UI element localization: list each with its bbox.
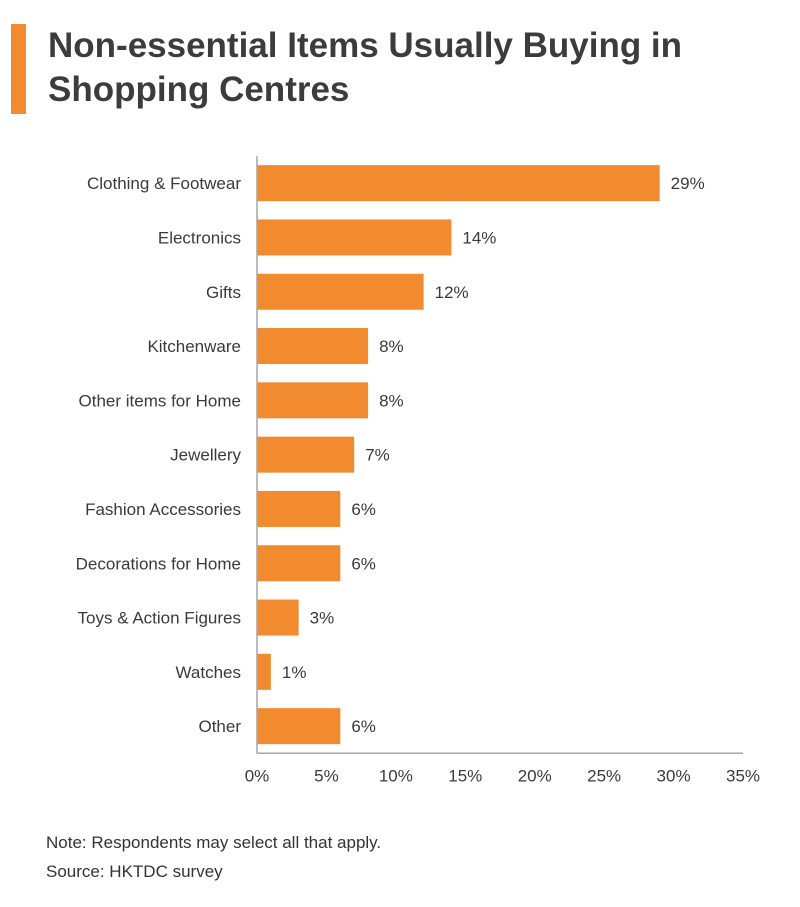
- x-tick-label: 5%: [314, 766, 339, 785]
- bar: [257, 219, 452, 256]
- x-tick-label: 15%: [448, 766, 482, 785]
- data-label: 7%: [365, 446, 390, 465]
- data-label: 1%: [282, 663, 307, 682]
- data-label: 8%: [379, 337, 404, 356]
- category-label: Clothing & Footwear: [87, 174, 241, 193]
- title-accent-bar: [11, 24, 26, 114]
- x-tick-label: 35%: [726, 766, 760, 785]
- bar: [257, 273, 424, 310]
- bar: [257, 599, 299, 636]
- category-label: Jewellery: [170, 446, 241, 465]
- x-tick-label: 25%: [587, 766, 621, 785]
- category-label: Other items for Home: [79, 391, 242, 410]
- data-label: 6%: [351, 717, 376, 736]
- bar: [257, 653, 271, 690]
- data-label: 29%: [671, 174, 705, 193]
- bar-chart: Clothing & Footwear 29% Electronics 14% Gift…: [76, 156, 760, 785]
- chart-title: Non-essential Items Usually Buying in Sh…: [48, 26, 683, 109]
- data-label: 6%: [351, 554, 376, 573]
- data-label: 6%: [351, 500, 376, 519]
- bar: [257, 328, 369, 365]
- x-tick-label: 20%: [518, 766, 552, 785]
- x-tick-label: 0%: [245, 766, 270, 785]
- footnote-note: Note: Respondents may select all that ap…: [46, 833, 382, 852]
- category-label: Toys & Action Figures: [78, 609, 241, 628]
- category-label: Kitchenware: [147, 337, 241, 356]
- data-label: 3%: [310, 609, 335, 628]
- bar: [257, 436, 355, 473]
- category-label: Watches: [175, 663, 241, 682]
- data-label: 12%: [435, 283, 469, 302]
- footnote-source: Source: HKTDC survey: [46, 862, 223, 881]
- bar: [257, 382, 369, 419]
- category-label: Other: [198, 717, 241, 736]
- bar: [257, 545, 341, 582]
- x-tick-label: 30%: [657, 766, 691, 785]
- bar: [257, 490, 341, 527]
- data-label: 14%: [462, 228, 496, 247]
- bar: [257, 165, 660, 202]
- bar: [257, 708, 341, 745]
- x-tick-label: 10%: [379, 766, 413, 785]
- category-label: Electronics: [158, 228, 241, 247]
- category-label: Decorations for Home: [76, 554, 241, 573]
- category-label: Fashion Accessories: [85, 500, 241, 519]
- category-label: Gifts: [206, 283, 241, 302]
- data-label: 8%: [379, 391, 404, 410]
